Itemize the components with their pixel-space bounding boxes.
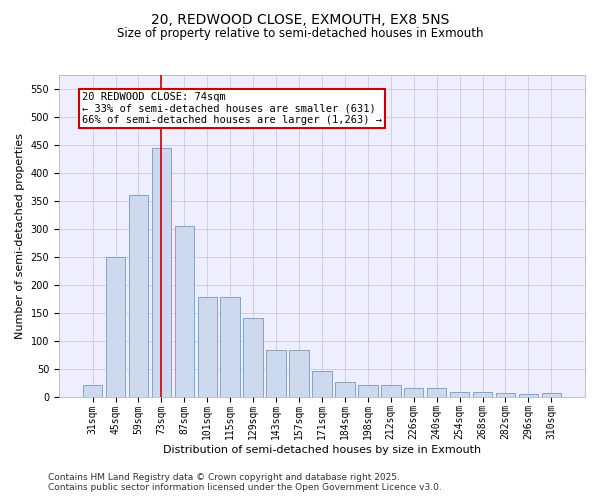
Bar — [450, 392, 469, 396]
Bar — [175, 226, 194, 396]
Bar — [427, 388, 446, 396]
Y-axis label: Number of semi-detached properties: Number of semi-detached properties — [15, 133, 25, 339]
Bar — [358, 386, 377, 396]
Text: 20, REDWOOD CLOSE, EXMOUTH, EX8 5NS: 20, REDWOOD CLOSE, EXMOUTH, EX8 5NS — [151, 12, 449, 26]
Bar — [83, 386, 103, 396]
Text: Size of property relative to semi-detached houses in Exmouth: Size of property relative to semi-detach… — [117, 28, 483, 40]
Bar — [404, 388, 424, 396]
Bar — [128, 195, 148, 396]
Bar — [542, 393, 561, 396]
Bar — [197, 297, 217, 396]
Bar — [106, 256, 125, 396]
Bar — [220, 297, 240, 396]
Bar — [152, 148, 171, 396]
X-axis label: Distribution of semi-detached houses by size in Exmouth: Distribution of semi-detached houses by … — [163, 445, 481, 455]
Bar — [266, 350, 286, 397]
Bar — [496, 393, 515, 396]
Text: Contains HM Land Registry data © Crown copyright and database right 2025.
Contai: Contains HM Land Registry data © Crown c… — [48, 473, 442, 492]
Bar — [312, 372, 332, 396]
Bar — [244, 318, 263, 396]
Bar — [473, 392, 492, 396]
Bar — [289, 350, 309, 397]
Bar — [335, 382, 355, 396]
Bar — [381, 386, 401, 396]
Bar — [518, 394, 538, 396]
Text: 20 REDWOOD CLOSE: 74sqm
← 33% of semi-detached houses are smaller (631)
66% of s: 20 REDWOOD CLOSE: 74sqm ← 33% of semi-de… — [82, 92, 382, 125]
